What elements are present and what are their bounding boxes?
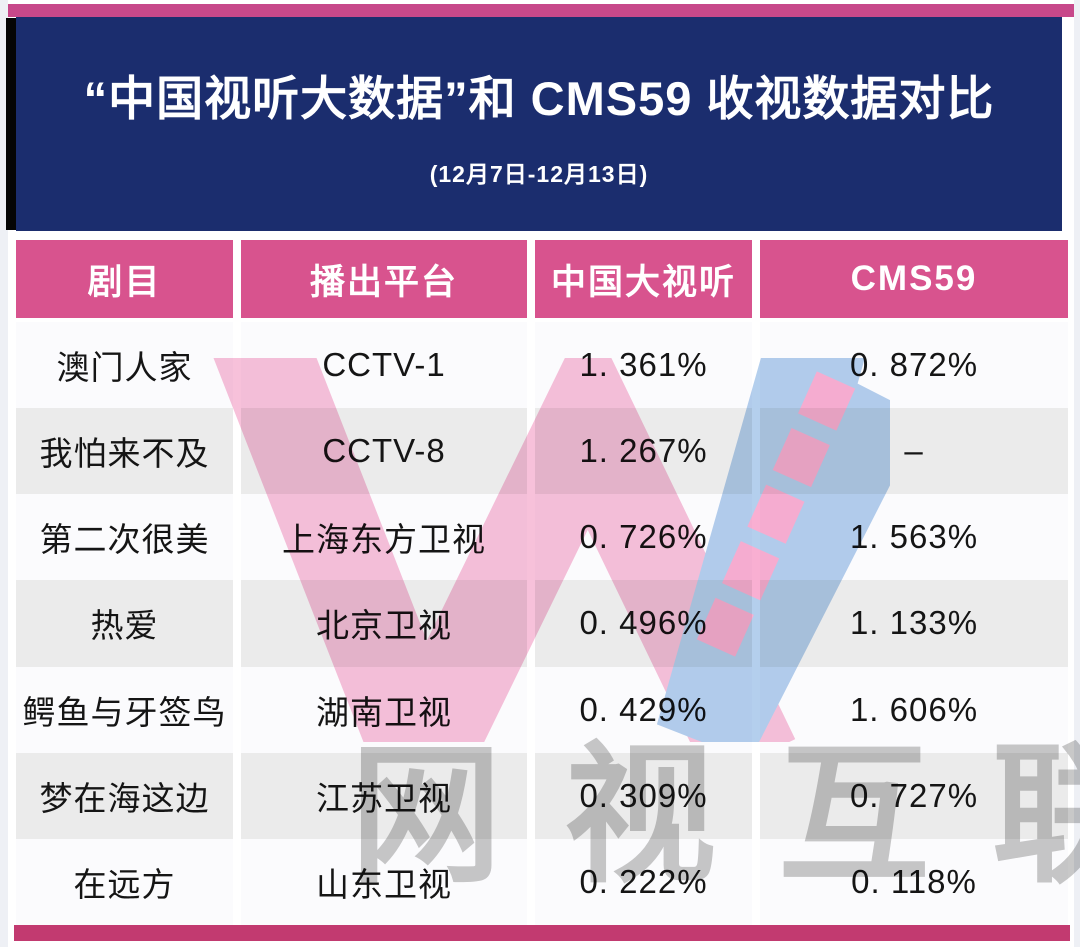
column-header-bigdata: 中国大视听 xyxy=(535,240,752,318)
cell-bigdata-rating: 0. 726% xyxy=(535,494,752,581)
cell-platform: CCTV-8 xyxy=(241,408,527,495)
cell-bigdata-rating: 1. 361% xyxy=(535,322,752,409)
table-body: 澳门人家 CCTV-1 1. 361% 0. 872% 我怕来不及 CCTV-8 1. 26… xyxy=(0,322,1080,925)
table-row: 第二次很美 上海东方卫视 0. 726% 1. 563% xyxy=(0,494,1080,581)
bottom-accent-bar xyxy=(14,925,1070,941)
column-header-cms59: CMS59 xyxy=(760,240,1068,318)
cell-platform: 江苏卫视 xyxy=(241,752,527,839)
column-header-platform: 播出平台 xyxy=(241,240,527,318)
table-header-row: 剧目 播出平台 中国大视听 CMS59 xyxy=(0,240,1080,318)
top-accent-bar xyxy=(8,4,1074,17)
cell-platform: 上海东方卫视 xyxy=(241,494,527,581)
cell-platform: 北京卫视 xyxy=(241,580,527,667)
cell-cms59-rating: 1. 563% xyxy=(760,494,1068,581)
right-margin-strip xyxy=(1074,0,1080,947)
cell-show-title: 鳄鱼与牙签鸟 xyxy=(16,666,233,753)
table-row: 鳄鱼与牙签鸟 湖南卫视 0. 429% 1. 606% xyxy=(0,666,1080,753)
cell-show-title: 我怕来不及 xyxy=(16,408,233,495)
cell-cms59-rating: 0. 118% xyxy=(760,838,1068,925)
cell-show-title: 热爱 xyxy=(16,580,233,667)
table-row: 在远方 山东卫视 0. 222% 0. 118% xyxy=(0,838,1080,925)
cell-bigdata-rating: 0. 429% xyxy=(535,666,752,753)
cell-bigdata-rating: 0. 496% xyxy=(535,580,752,667)
cell-platform: 湖南卫视 xyxy=(241,666,527,753)
table-row: 我怕来不及 CCTV-8 1. 267% – xyxy=(0,408,1080,495)
column-header-show: 剧目 xyxy=(16,240,233,318)
cell-bigdata-rating: 1. 267% xyxy=(535,408,752,495)
table-row: 澳门人家 CCTV-1 1. 361% 0. 872% xyxy=(0,322,1080,409)
cell-show-title: 第二次很美 xyxy=(16,494,233,581)
cell-platform: CCTV-1 xyxy=(241,322,527,409)
table-row: 梦在海这边 江苏卫视 0. 309% 0. 727% xyxy=(0,752,1080,839)
cell-cms59-rating: 1. 606% xyxy=(760,666,1068,753)
cell-cms59-rating: 1. 133% xyxy=(760,580,1068,667)
page-title: “中国视听大数据”和 CMS59 收视数据对比 xyxy=(83,71,995,125)
cell-show-title: 在远方 xyxy=(16,838,233,925)
cell-show-title: 澳门人家 xyxy=(16,322,233,409)
cell-bigdata-rating: 0. 222% xyxy=(535,838,752,925)
left-black-accent-strip xyxy=(6,18,16,230)
cell-cms59-rating: 0. 872% xyxy=(760,322,1068,409)
cell-show-title: 梦在海这边 xyxy=(16,752,233,839)
cell-bigdata-rating: 0. 309% xyxy=(535,752,752,839)
table-row: 热爱 北京卫视 0. 496% 1. 133% xyxy=(0,580,1080,667)
cell-cms59-rating: 0. 727% xyxy=(760,752,1068,839)
cell-cms59-rating: – xyxy=(760,408,1068,495)
cell-platform: 山东卫视 xyxy=(241,838,527,925)
title-banner: “中国视听大数据”和 CMS59 收视数据对比 (12月7日-12月13日) xyxy=(16,17,1062,231)
left-margin-strip xyxy=(0,0,8,947)
date-range-subtitle: (12月7日-12月13日) xyxy=(429,160,649,187)
